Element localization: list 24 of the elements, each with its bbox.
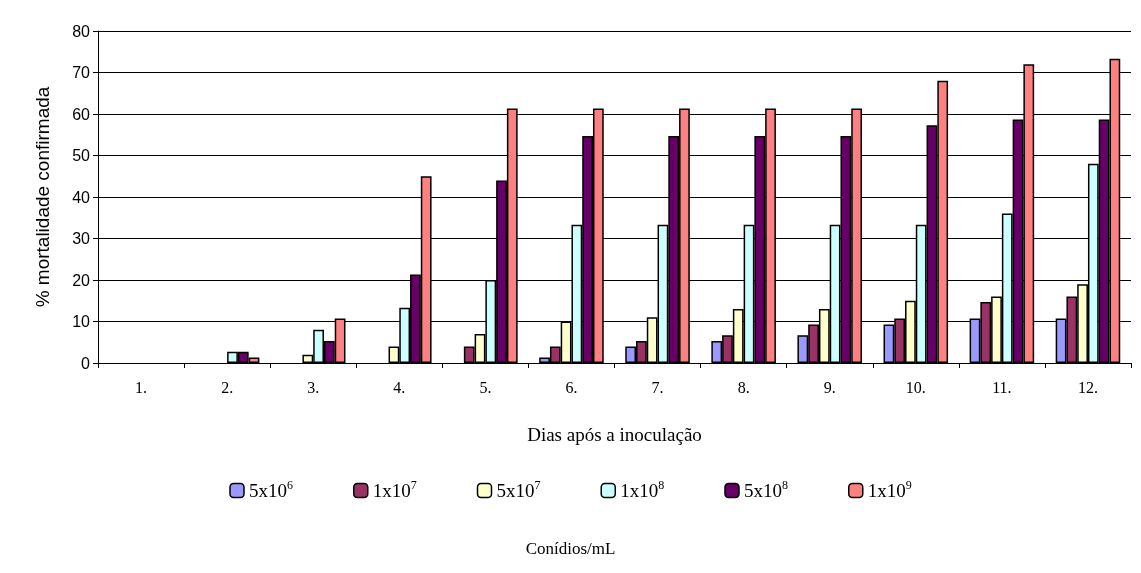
y-tick-label: 50 bbox=[72, 147, 91, 164]
y-tick-label: 80 bbox=[72, 22, 91, 40]
x-tick-label: 4. bbox=[393, 378, 406, 396]
x-tick-label: 9. bbox=[823, 378, 836, 396]
x-tick-label: 2. bbox=[221, 378, 234, 396]
y-axis-title: % mortalidade confirmada bbox=[32, 86, 53, 308]
y-tick-label: 0 bbox=[81, 354, 91, 372]
x-tick-label: 3. bbox=[307, 378, 320, 396]
y-tick-label: 70 bbox=[72, 64, 91, 81]
y-tick-label: 10 bbox=[72, 313, 91, 330]
y-tick-label: 20 bbox=[72, 271, 91, 289]
x-tick-label: 10. bbox=[905, 378, 926, 396]
x-tick-label: 6. bbox=[565, 378, 578, 396]
x-tick-label: 1. bbox=[135, 378, 148, 396]
y-tick-label: 40 bbox=[72, 188, 91, 206]
x-tick-label: 11. bbox=[992, 378, 1012, 396]
x-tick-label: 7. bbox=[651, 378, 664, 396]
y-tick-label: 60 bbox=[72, 105, 91, 123]
x-tick-label: 8. bbox=[737, 378, 750, 396]
x-axis-title: Dias após a inoculação bbox=[527, 424, 702, 445]
y-tick-label: 30 bbox=[72, 230, 91, 247]
x-tick-label: 5. bbox=[479, 378, 492, 396]
x-tick-label: 12. bbox=[1077, 378, 1098, 396]
legend-title: Conídios/mL bbox=[525, 539, 616, 558]
